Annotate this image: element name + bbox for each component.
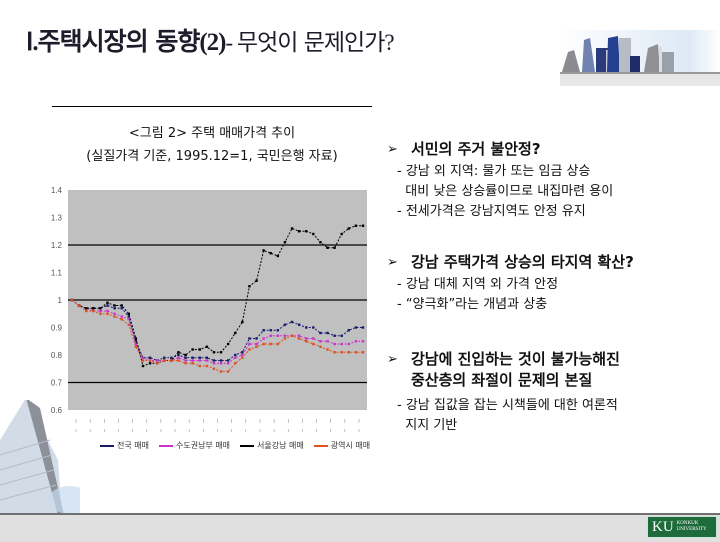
svg-text:1.1: 1.1 [51,269,63,278]
bullet-item: 대비 낮은 상승률이므로 내집마련 용이 [397,184,614,199]
legend-swatch-icon [100,444,114,447]
bullet-section-1: ➢ 서민의 주거 불안정? - 강남 외 지역: 물가 또는 임금 상승 대비 낮… [387,140,712,222]
building-image [0,400,80,515]
title-sub: 무엇이 문제인가 [236,30,385,56]
legend-label: 전국 매매 [117,441,149,450]
svg-text:1: 1 [58,296,63,305]
bullet-heading: 서민의 주거 불안정? [411,140,541,158]
bullet-item: - 강남 집값을 잡는 시책들에 대한 여론적 [397,398,618,413]
title-main: 주택시장의 동향 [37,27,201,56]
title-paren: (2) [199,29,226,56]
bullet-item: - 강남 외 지역: 물가 또는 임금 상승 [397,164,591,179]
bullet-section-3: ➢ 강남에 진입하는 것이 불가능해진 중산층의 좌절이 문제의 본질 - 강남 … [387,350,712,436]
chart-legend: 전국 매매 수도권남부 매매 서울강남 매매 광역시 매매 [100,440,370,451]
title-numeral: Ⅰ. [26,29,39,56]
title-dash: - [225,30,237,55]
footer-bar [0,513,720,542]
logo-line1: KONKUK [676,521,699,526]
legend-item: 서울강남 매매 [240,440,304,451]
svg-text:0.9: 0.9 [51,324,63,333]
arrow-bullet-icon: ➢ [387,352,398,367]
legend-label: 광역시 매매 [330,441,371,450]
svg-text:1.4: 1.4 [51,186,63,195]
bullet-heading-line1: 강남에 진입하는 것이 불가능해진 [411,350,620,368]
bullet-heading-line2: 중산층의 좌절이 문제의 본질 [411,371,593,389]
logo-mark: KU [652,518,674,535]
legend-item: 광역시 매매 [313,440,371,451]
bullet-item: - 전세가격은 강남지역도 안정 유지 [397,204,586,219]
title-question: ? [384,30,394,55]
price-trend-chart: 1.4 1.3 1.2 1.1 1 0.9 0.8 0.7 0.6 [51,186,367,432]
logo-line2: UNIVERSITY [676,527,707,532]
svg-text:0.6: 0.6 [51,406,63,415]
legend-swatch-icon [313,444,328,447]
university-logo: KU KONKUK UNIVERSITY [647,516,717,538]
bullet-heading: 강남 주택가격 상승의 타지역 확산? [411,253,634,271]
svg-text:1.3: 1.3 [51,214,63,223]
legend-item: 수도권남부 매매 [158,440,231,451]
slide-title: Ⅰ.주택시장의 동향(2)- 무엇이 문제인가? [26,22,395,58]
bullet-section-2: ➢ 강남 주택가격 상승의 타지역 확산? - 강남 대체 지역 외 가격 안정 … [387,253,712,315]
bullet-item: - 강남 대체 지역 외 가격 안정 [397,277,559,292]
svg-text:0.7: 0.7 [51,379,63,388]
bullet-item: - “양극화”라는 개념과 상충 [397,297,548,312]
bullet-item: 지지 기반 [397,418,458,433]
svg-text:1.2: 1.2 [51,241,63,250]
legend-swatch-icon [240,444,255,447]
legend-label: 서울강남 매매 [257,441,304,450]
caption-rule [52,106,372,107]
svg-text:0.8: 0.8 [51,351,63,360]
arrow-bullet-icon: ➢ [387,255,398,270]
legend-label: 수도권남부 매매 [175,441,231,450]
legend-item: 전국 매매 [100,440,149,451]
arrow-bullet-icon: ➢ [387,142,398,157]
figure-caption-line1: <그림 2> 주택 매매가격 추이 [128,126,296,141]
legend-swatch-icon [158,444,173,447]
figure-caption-line2: (실질가격 기준, 1995.12=1, 국민은행 자료) [86,149,338,164]
header-bar [560,72,720,86]
skyline-image [560,30,720,75]
